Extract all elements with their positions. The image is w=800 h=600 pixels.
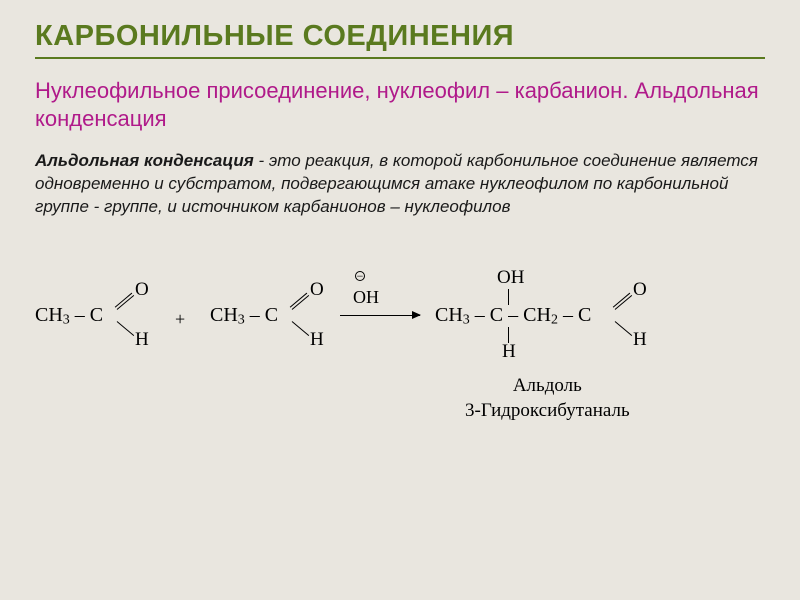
r2-H: H [310, 329, 324, 351]
p-OH: OH [497, 267, 524, 289]
title-underline [35, 57, 765, 59]
r1-ch: CH [35, 304, 63, 326]
reaction-scheme: CH3 – C O H + CH3 – C O H − OH CH3 – C –… [35, 249, 765, 399]
r2-O: O [310, 279, 324, 301]
p-ch2: CH [523, 304, 551, 326]
r1-sgl-bond [117, 321, 134, 336]
p-dbl-bond [615, 295, 632, 310]
p-d1: – [470, 304, 490, 326]
p-vbond-top [508, 289, 509, 305]
r2-dbl-bond [292, 295, 309, 310]
plus-sign: + [175, 309, 185, 330]
product-name-2: 3-Гидроксибутаналь [465, 399, 630, 424]
product-name: Альдоль 3-Гидроксибутаналь [465, 374, 630, 423]
r2-c: – C [245, 304, 278, 326]
p-sub1: 3 [463, 312, 470, 327]
p-sub2: 2 [551, 312, 558, 327]
slide: КАРБОНИЛЬНЫЕ СОЕДИНЕНИЯ Нуклеофильное пр… [0, 0, 800, 600]
p-d3: – C [558, 304, 591, 326]
reagent2-base: CH3 – C [210, 304, 278, 329]
p-d2: – [503, 304, 523, 326]
r2-sgl-bond [292, 321, 309, 336]
body-term: Альдольная конденсация [35, 151, 254, 170]
p-Hbot: H [502, 341, 516, 363]
p-O: O [633, 279, 647, 301]
p-ch1: CH [435, 304, 463, 326]
reaction-arrow [340, 315, 420, 316]
slide-subtitle: Нуклеофильное присоединение, нуклеофил –… [35, 77, 765, 132]
p-H: H [633, 329, 647, 351]
product-name-1: Альдоль [465, 374, 630, 399]
p-sgl-bond [615, 321, 632, 336]
product-part1: CH3 – C – CH2 – C [435, 304, 591, 329]
body-text: Альдольная конденсация - это реакция, в … [35, 150, 765, 219]
reagent1-base: CH3 – C [35, 304, 103, 329]
r1-H: H [135, 329, 149, 351]
r1-dbl-bond [117, 295, 134, 310]
r1-c: – C [70, 304, 103, 326]
r2-ch: CH [210, 304, 238, 326]
condition: OH [353, 287, 379, 308]
r2-sub: 3 [238, 312, 245, 327]
r1-sub: 3 [63, 312, 70, 327]
slide-title: КАРБОНИЛЬНЫЕ СОЕДИНЕНИЯ [35, 20, 765, 53]
p-cc: C [490, 304, 503, 326]
r1-O: O [135, 279, 149, 301]
